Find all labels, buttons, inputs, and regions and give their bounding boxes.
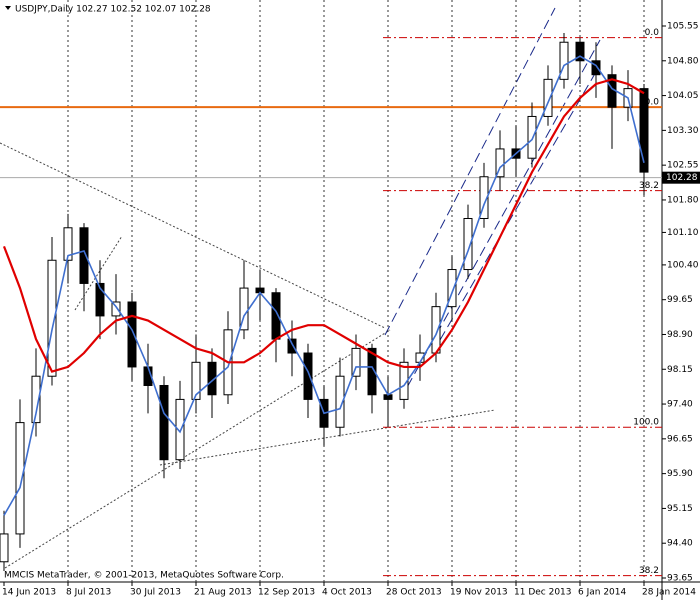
y-tick-label: 95.15 [667,504,693,514]
x-tick-label: 28 Oct 2013 [386,588,442,598]
y-tick-label: 104.05 [667,91,699,101]
candle-body [543,78,553,117]
candle-body [31,375,41,424]
candle-body [0,533,9,563]
candle-body [15,422,25,535]
candle-body [479,176,489,220]
trend-line [74,235,123,311]
level-label: 100.0 [633,418,659,428]
y-tick-label: 94.40 [667,539,693,549]
x-tick-label: 6 Jan 2014 [578,588,626,598]
trend-line [0,142,386,329]
x-tick-label: 4 Oct 2013 [322,588,372,598]
chart-title: USDJPY,Daily 102.27 102.52 102.07 102.28 [15,5,211,15]
last-price-label: 102.28 [666,173,698,183]
candle-body [79,227,89,284]
trend-line [4,329,391,569]
channel-line [439,64,601,341]
menu-icon[interactable] [5,6,11,10]
x-tick-label: 30 Jul 2013 [130,588,181,598]
y-tick-label: 104.80 [667,56,699,66]
x-tick-label: 14 Jun 2013 [2,588,56,598]
level-label: 38.2 [639,566,659,576]
candle-body [463,218,473,271]
candle-body [159,384,169,461]
candle-body [207,361,217,396]
moving-average [3,55,645,516]
y-tick-label: 98.15 [667,365,693,375]
y-tick-label: 98.90 [667,330,693,340]
level-label: 0.0 [645,98,660,108]
channel-line [384,7,556,336]
y-tick-label: 105.55 [667,22,699,32]
x-tick-label: 8 Jul 2013 [66,588,111,598]
y-tick-label: 102.55 [667,161,699,171]
last-price-box [662,171,700,184]
level-label: 38.2 [639,181,659,191]
y-tick-label: 101.80 [667,195,699,205]
y-tick-label: 101.10 [667,228,699,238]
drawings [0,7,601,569]
candle-body [351,347,361,377]
candle-body [495,148,505,178]
candle-body [287,338,297,354]
candle-body [559,41,569,80]
y-tick-label: 96.65 [667,434,693,444]
y-tick-label: 93.65 [667,574,693,584]
candle-body [431,306,441,354]
candle-body [95,282,105,317]
candle-body [591,60,601,76]
y-tick-label: 100.40 [667,260,699,270]
candle-body [335,375,345,428]
x-tick-label: 12 Sep 2013 [258,588,315,598]
trend-line [159,409,496,466]
y-tick-label: 99.65 [667,295,693,305]
candle-body [47,259,57,377]
x-tick-label: 19 Nov 2013 [450,588,508,598]
x-tick-label: 11 Dec 2013 [514,588,572,598]
candle-body [127,301,137,368]
candle-body [639,88,649,173]
y-tick-label: 97.40 [667,400,693,410]
candle-body [175,398,185,461]
x-tick-label: 28 Jan 2014 [642,588,696,598]
level-label: 0.0 [645,28,660,38]
candle-body [111,301,121,317]
candle-body [367,347,377,396]
candle-body [303,352,313,400]
candle-body [447,269,457,308]
y-tick-label: 103.30 [667,126,699,136]
candle-body [575,41,585,62]
x-tick-label: 21 Aug 2013 [194,588,252,598]
candle-body [191,361,201,400]
moving-average [2,78,645,373]
candle-body [63,227,73,261]
copyright: MMCIS MetaTrader, © 2001-2013, MetaQuote… [4,571,284,581]
candle-body [527,115,537,159]
y-tick-label: 95.90 [667,469,693,479]
